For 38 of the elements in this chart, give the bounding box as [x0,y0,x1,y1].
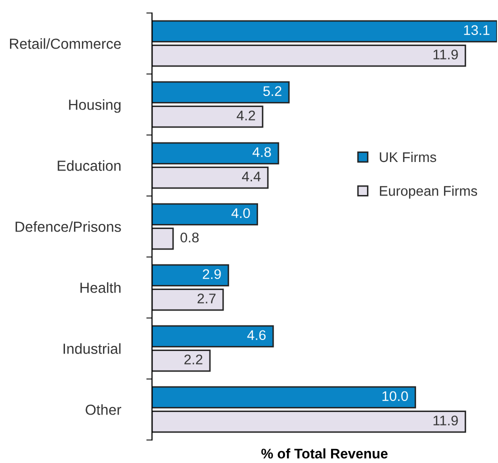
y-tick-label: Industrial [64,343,120,354]
y-tick-label: Education [58,160,120,171]
bar [152,264,230,286]
y-tick-label: Housing [69,99,121,113]
data-label: 11.9 [434,50,458,60]
data-label: 0.8 [180,232,199,242]
data-label: 11.9 [434,416,458,426]
y-tick-label: Defence/Prisons [16,221,121,232]
data-label: 4.6 [247,330,266,340]
bar [152,166,269,189]
bar [152,228,174,250]
legend-label: European Firms [380,186,478,199]
y-tick-label: Health [80,282,120,293]
data-label: 10.0 [382,391,408,402]
bar [152,142,280,164]
data-label: 5.2 [263,86,282,96]
data-label: 4.4 [242,172,261,182]
bar [152,44,466,67]
bar [152,386,416,408]
bar [152,203,258,226]
bar [152,288,224,311]
legend-label: UK Firms [380,152,436,162]
data-label: 2.2 [184,354,202,364]
bar [152,350,211,372]
data-label: 13.1 [464,25,490,36]
data-label: 4.0 [231,208,250,218]
bar [152,20,497,42]
bar [152,106,264,128]
data-label: 2.7 [198,294,216,304]
x-axis-title: % of Total Revenue [261,448,388,459]
bar [152,410,466,433]
y-tick-label: Retail/Commerce [10,38,121,49]
data-label: 2.9 [202,269,221,280]
data-label: 4.8 [252,147,271,158]
bar [152,325,274,348]
data-label: 4.2 [236,110,256,120]
y-tick-label: Other [86,404,122,415]
bar [152,81,290,104]
